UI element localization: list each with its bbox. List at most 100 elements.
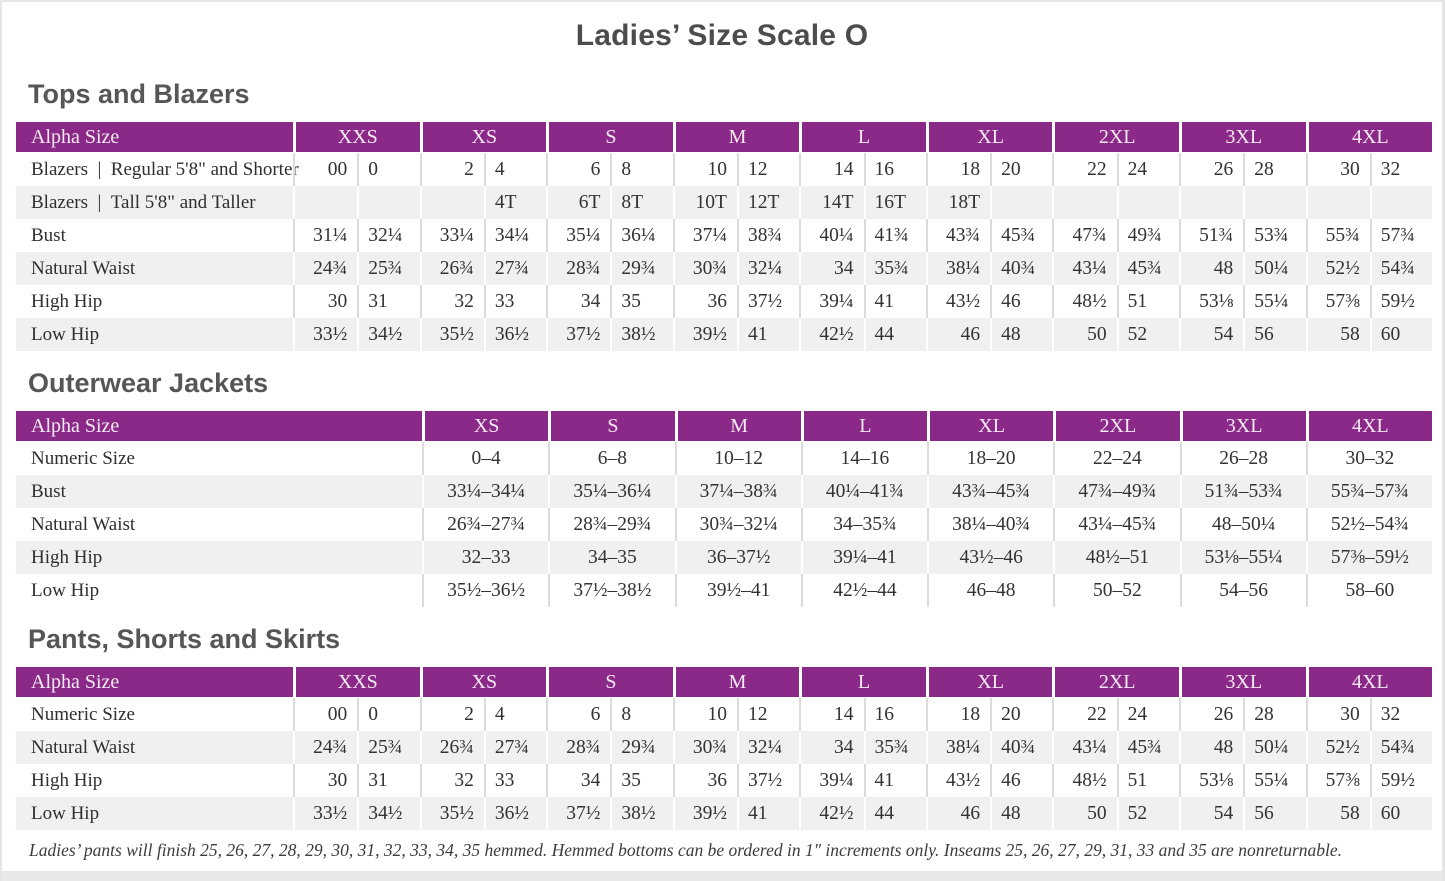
size-cell: 44 (863, 318, 926, 351)
size-cell: 48 (1213, 257, 1234, 279)
size-cell: 10–12 (714, 447, 763, 469)
size-cell: 20 (990, 698, 1052, 731)
size-cell-group: 00 0 (293, 698, 420, 731)
size-cell-group: 34 35 (546, 764, 673, 797)
size-cell: 59½ (1369, 285, 1432, 318)
size-cell: 41 (736, 797, 799, 830)
size-cell-group: 24¾ 25¾ (293, 252, 420, 285)
size-cell: 45¾ (1116, 731, 1179, 764)
size-cell-group: 48 50¼ (1178, 731, 1306, 764)
size-cell: 35¾ (863, 252, 926, 285)
size-cell: 16 (863, 698, 926, 731)
size-cell: 48 (990, 797, 1052, 830)
column-header-s: S (549, 667, 673, 697)
size-cell: 47¾–49¾ (1078, 480, 1157, 502)
size-cell-group: 6–8 (548, 442, 674, 475)
size-cell-group: 46 48 (925, 797, 1053, 830)
size-cell-group: 14T 16T (799, 186, 926, 219)
size-cell: 50¼ (1243, 252, 1305, 285)
size-cell: 34½ (357, 797, 419, 830)
size-cell (990, 186, 1052, 219)
size-cell (1116, 186, 1179, 219)
size-cell: 56 (1243, 318, 1305, 351)
size-cell-group: 40¼–41¾ (800, 475, 927, 508)
size-cell (295, 186, 357, 219)
size-cell-group: 10–12 (674, 442, 801, 475)
size-cell-group: 00 0 (293, 153, 420, 186)
column-header-xl: XL (928, 667, 1053, 697)
row-label: Low Hip (31, 802, 100, 824)
size-cell: 51 (1116, 285, 1179, 318)
size-cell: 43½–46 (959, 546, 1023, 568)
size-cell-group: 31¼ 32¼ (293, 219, 420, 252)
size-cell: 43¼ (1072, 257, 1107, 279)
size-cell: 4T (483, 186, 546, 219)
size-cell-group: 40¼ 41¾ (799, 219, 926, 252)
size-cell: 34¼ (483, 219, 546, 252)
size-cell: 8T (610, 186, 672, 219)
table-row-low-hip: Low Hip 33½ 34½ 35½ 36½ 37½ 38½ 39½ 41 42½ 44 46 48 5… (16, 797, 1432, 830)
size-cell: 4 (483, 153, 546, 186)
size-cell: 46 (990, 285, 1052, 318)
size-cell: 57⅜ (1325, 769, 1360, 791)
size-cell: 35¾ (863, 731, 926, 764)
table-row-natural-waist: Natural Waist 24¾ 25¾ 26¾ 27¾ 28¾ 29¾ 30¾ 32¼ 34 3… (16, 731, 1432, 764)
size-cell: 35 (610, 764, 672, 797)
table-row-high-hip: High Hip 30 31 32 33 34 35 36 37½ 39¼ 41 43½ 46 48½ 51… (16, 285, 1432, 318)
size-cell: 10T (695, 191, 727, 213)
size-cell: 53⅛ (1199, 769, 1234, 791)
size-cell: 52 (1116, 318, 1179, 351)
size-cell-group: 30¾ 32¼ (672, 252, 800, 285)
size-cell: 53⅛–55¼ (1204, 546, 1283, 568)
size-cell: 31¼ (313, 224, 348, 246)
size-cell: 57¾ (1369, 219, 1432, 252)
size-cell: 32 (1369, 153, 1432, 186)
size-cell-group: 52½ 54¾ (1305, 731, 1433, 764)
size-cell: 27¾ (483, 731, 546, 764)
size-cell-group: 34 35¾ (799, 252, 926, 285)
size-cell: 30¾–32¼ (699, 513, 778, 535)
size-cell: 29¾ (610, 731, 672, 764)
size-cell-group: 34–35¾ (800, 508, 927, 541)
size-cell: 26 (1213, 703, 1234, 725)
size-cell: 32 (1369, 698, 1432, 731)
size-cell-group: 30 31 (293, 764, 420, 797)
size-cell-group: 50 52 (1052, 797, 1179, 830)
size-cell (1308, 186, 1370, 219)
size-cell: 6T (578, 191, 601, 213)
table-row-natural-waist: Natural Waist 24¾ 25¾ 26¾ 27¾ 28¾ 29¾ 30¾ 32¼ 34 3… (16, 252, 1432, 285)
size-cell: 49¾ (1116, 219, 1179, 252)
size-cell: 43¼ (1072, 736, 1107, 758)
column-header-m: M (677, 411, 801, 441)
size-cell-group: 28¾–29¾ (548, 508, 674, 541)
column-header-2xl: 2XL (1056, 411, 1180, 441)
size-cell: 30¾ (692, 736, 727, 758)
size-cell: 42½–44 (833, 579, 897, 601)
size-cell: 39¼–41 (833, 546, 897, 568)
size-cell: 0 (357, 153, 419, 186)
size-cell: 36½ (483, 797, 546, 830)
size-cell-group: 37½ 38½ (546, 797, 673, 830)
size-cell-group: 43¼–45¾ (1053, 508, 1179, 541)
column-header-l: L (802, 122, 926, 152)
size-cell: 35¼ (566, 224, 601, 246)
size-cell-group: 43¼ 45¾ (1052, 731, 1179, 764)
table-outerwear-jackets: Alpha Size XS S M L XL 2XL 3XL 4XL Numeric Size 0–… (16, 411, 1432, 607)
size-cell: 52½ (1325, 257, 1360, 279)
column-header-xxs: XXS (296, 122, 420, 152)
column-header-m: M (675, 122, 800, 152)
size-cell-group: 10T 12T (672, 186, 800, 219)
size-cell: 43½ (945, 769, 981, 791)
size-cell-group: 53⅛–55¼ (1179, 541, 1306, 574)
size-cell: 31 (357, 285, 419, 318)
size-cell: 10 (707, 703, 727, 725)
table-header-row: Alpha Size XXS XS S M L XL 2XL 3XL 4XL (16, 667, 1433, 697)
size-cell: 12 (736, 153, 799, 186)
column-header-xs: XS (425, 411, 549, 441)
column-header-xl: XL (930, 411, 1054, 441)
size-cell: 24¾ (313, 257, 348, 279)
size-cell: 32¼ (736, 731, 799, 764)
size-cell: 43¾ (945, 224, 981, 246)
size-cell-group: 36 37½ (672, 764, 800, 797)
size-cell: 46–48 (966, 579, 1016, 601)
